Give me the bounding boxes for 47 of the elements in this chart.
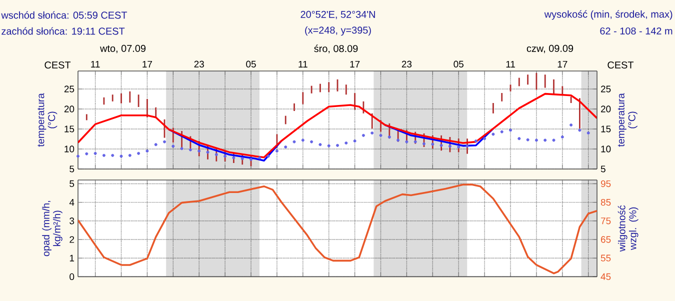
x-tick-label: 11 [298, 60, 308, 68]
text: czw, 09.09 [526, 44, 574, 54]
text: CEST [608, 61, 634, 69]
y2-tick-label: 20 [601, 106, 611, 112]
text: śro, 08.09 [314, 44, 358, 54]
text: wto, 07.09 [100, 44, 146, 54]
y-tick-label: 2 [70, 236, 74, 243]
y-axis-title: opad (mm/h, kg/m²/h) [42, 201, 62, 256]
y-tick-label: 3 [70, 218, 74, 224]
x-tick-label: 05 [454, 60, 464, 68]
y2-tick-label: 10 [601, 146, 611, 152]
y2-tick-label: 5 [600, 166, 606, 172]
y2-tick-label: 65 [601, 236, 611, 243]
x-tick-label: 11 [506, 60, 515, 68]
text: zachód słońca: 19:11 CEST [2, 27, 125, 35]
x-tick-label: 11 [91, 60, 100, 68]
y-tick-label: 20 [64, 106, 74, 112]
x-tick-label: 05 [246, 60, 256, 68]
text: 62 - 108 - 142 m [600, 27, 672, 35]
y2-tick-label: 55 [600, 254, 611, 262]
y-tick-label: 4 [69, 199, 74, 206]
text: (x=248, y=395) [305, 26, 371, 36]
x-tick-label: 23 [402, 60, 412, 68]
y-tick-label: 0 [70, 273, 74, 280]
text: wschód słońca: 05:59 CEST [1, 11, 128, 19]
y2-tick-label: 75 [601, 218, 611, 224]
x-tick-label: 17 [142, 60, 152, 68]
y-tick-label: 5 [70, 166, 74, 172]
y2-axis-title: wilgotność wzgl. (%) [618, 205, 638, 252]
text: wysokość (min, środek, max) [544, 10, 672, 20]
text: 20°52'E, 52°34'N [300, 10, 375, 20]
y-tick-label: 25 [64, 86, 74, 92]
y2-tick-label: 95 [600, 180, 611, 188]
x-tick-label: 17 [558, 60, 568, 68]
y2-tick-label: 15 [601, 126, 611, 132]
y2-tick-label: 85 [600, 198, 611, 206]
y2-tick-label: 45 [600, 273, 611, 280]
y-tick-label: 1 [70, 254, 74, 262]
x-tick-label: 17 [350, 60, 360, 68]
y2-axis-title: temperatura (°C) [618, 93, 638, 147]
text: CEST [44, 61, 71, 69]
y-axis-title: temperatura (°C) [38, 93, 58, 147]
y2-tick-label: 25 [601, 86, 611, 92]
y-tick-label: 10 [64, 146, 74, 152]
y-tick-label: 5 [70, 180, 74, 188]
y-tick-label: 15 [64, 126, 74, 132]
x-tick-label: 23 [194, 60, 204, 68]
